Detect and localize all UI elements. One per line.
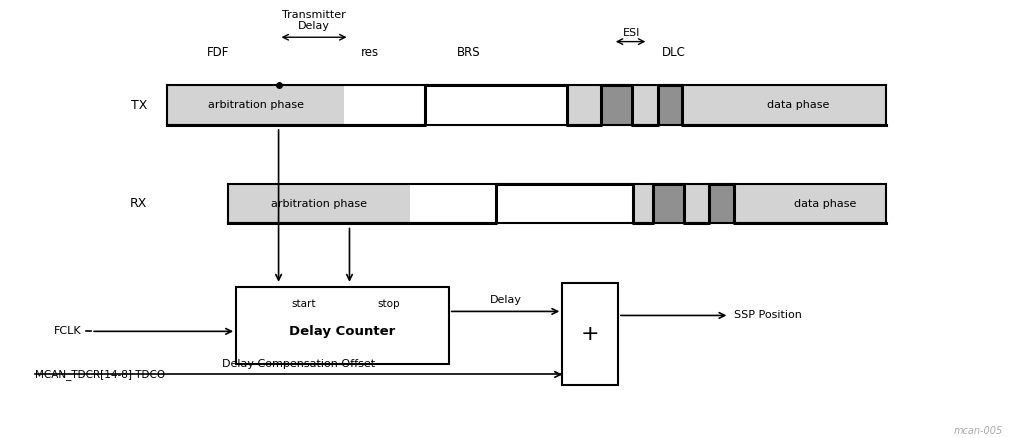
Bar <box>709 184 734 223</box>
Bar <box>228 184 886 223</box>
Text: FDF: FDF <box>207 46 229 59</box>
Bar <box>658 85 682 125</box>
Text: DLC: DLC <box>661 46 686 59</box>
Bar <box>601 85 632 125</box>
Bar <box>562 283 618 385</box>
Bar <box>236 287 449 364</box>
Text: Delay: Delay <box>489 296 522 305</box>
Text: Delay Compensation Offset: Delay Compensation Offset <box>222 359 376 368</box>
Text: res: res <box>361 46 379 59</box>
Bar <box>167 85 886 125</box>
Text: Delay Counter: Delay Counter <box>290 325 395 338</box>
Text: arbitration phase: arbitration phase <box>208 100 304 110</box>
Text: stop: stop <box>378 299 400 309</box>
Bar <box>653 184 684 223</box>
Text: ESI: ESI <box>622 28 640 38</box>
Text: data phase: data phase <box>794 199 857 208</box>
Bar <box>765 184 886 223</box>
Text: BRS: BRS <box>457 46 481 59</box>
Text: Transmitter: Transmitter <box>283 11 345 20</box>
Text: TX: TX <box>131 99 147 112</box>
Text: mcan-005: mcan-005 <box>953 426 1003 436</box>
Bar <box>344 85 567 125</box>
Text: FCLK: FCLK <box>54 326 81 336</box>
Text: SSP Position: SSP Position <box>734 311 802 321</box>
Text: Delay: Delay <box>298 21 330 31</box>
Bar <box>410 184 633 223</box>
Text: start: start <box>292 299 316 309</box>
Text: arbitration phase: arbitration phase <box>271 199 367 208</box>
Bar <box>709 85 886 125</box>
Text: data phase: data phase <box>767 100 829 110</box>
Text: MCAN_TDCR[14-8] TDCO: MCAN_TDCR[14-8] TDCO <box>35 369 165 380</box>
Text: RX: RX <box>130 197 147 210</box>
Text: +: + <box>580 324 600 344</box>
